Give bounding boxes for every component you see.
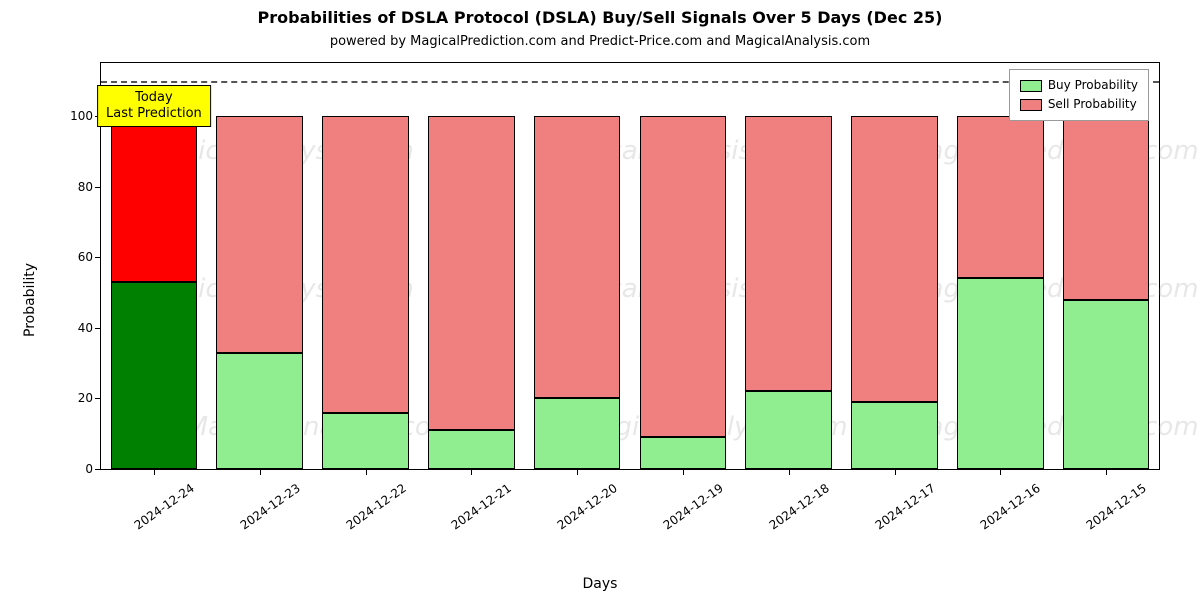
x-tick-label: 2024-12-20 — [555, 481, 620, 532]
bar-slot — [216, 63, 303, 469]
annotation-line1: Today — [106, 90, 202, 106]
y-tick-label: 80 — [78, 180, 101, 194]
x-tick-label: 2024-12-24 — [132, 481, 197, 532]
legend-label: Sell Probability — [1048, 95, 1137, 114]
sell-bar — [957, 116, 1044, 278]
buy-bar — [640, 437, 727, 469]
x-tick-label: 2024-12-19 — [661, 481, 726, 532]
buy-bar — [1063, 300, 1150, 469]
y-tick-label: 0 — [85, 462, 101, 476]
x-tick-mark — [1000, 469, 1001, 475]
x-tick-mark — [471, 469, 472, 475]
buy-bar — [111, 282, 198, 469]
x-tick-label: 2024-12-15 — [1084, 481, 1149, 532]
sell-bar — [111, 116, 198, 282]
x-axis-label: Days — [583, 576, 618, 592]
buy-bar — [957, 278, 1044, 469]
x-tick-mark — [577, 469, 578, 475]
x-tick-mark — [789, 469, 790, 475]
sell-bar — [640, 116, 727, 437]
buy-bar — [322, 413, 409, 469]
sell-bar — [322, 116, 409, 413]
chart-subtitle: powered by MagicalPrediction.com and Pre… — [0, 34, 1200, 49]
bar-slot — [322, 63, 409, 469]
sell-bar — [534, 116, 621, 398]
sell-bar — [1063, 116, 1150, 300]
y-tick-label: 40 — [78, 321, 101, 335]
annotation-line2: Last Prediction — [106, 106, 202, 122]
legend-swatch — [1020, 99, 1042, 111]
bar-slot — [957, 63, 1044, 469]
x-tick-mark — [366, 469, 367, 475]
legend: Buy ProbabilitySell Probability — [1009, 69, 1149, 121]
bar-slot — [1063, 63, 1150, 469]
bar-slot — [428, 63, 515, 469]
x-tick-label: 2024-12-23 — [237, 481, 302, 532]
legend-label: Buy Probability — [1048, 76, 1138, 95]
bar-slot — [640, 63, 727, 469]
sell-bar — [428, 116, 515, 430]
x-tick-label: 2024-12-22 — [343, 481, 408, 532]
today-annotation: TodayLast Prediction — [97, 85, 211, 128]
legend-swatch — [1020, 80, 1042, 92]
sell-bar — [851, 116, 938, 402]
y-tick-label: 20 — [78, 391, 101, 405]
y-tick-label: 60 — [78, 250, 101, 264]
bar-slot — [745, 63, 832, 469]
x-tick-label: 2024-12-17 — [872, 481, 937, 532]
watermark-text: MagicalPrediction.com — [905, 412, 1199, 442]
sell-bar — [745, 116, 832, 391]
buy-bar — [745, 391, 832, 469]
bar-slot — [534, 63, 621, 469]
x-tick-label: 2024-12-16 — [978, 481, 1043, 532]
buy-bar — [534, 398, 621, 469]
x-tick-mark — [260, 469, 261, 475]
watermark-text: MagicalPrediction.com — [905, 274, 1199, 304]
legend-item: Buy Probability — [1020, 76, 1138, 95]
x-tick-mark — [683, 469, 684, 475]
buy-bar — [428, 430, 515, 469]
sell-bar — [216, 116, 303, 353]
x-tick-mark — [1106, 469, 1107, 475]
buy-bar — [851, 402, 938, 469]
plot-area: MagicalAnalysis.comMagicalAnalysis.comMa… — [100, 62, 1160, 470]
x-tick-label: 2024-12-18 — [766, 481, 831, 532]
buy-bar — [216, 353, 303, 470]
bar-slot — [851, 63, 938, 469]
y-axis-label: Probability — [22, 263, 38, 337]
x-tick-mark — [895, 469, 896, 475]
x-tick-label: 2024-12-21 — [449, 481, 514, 532]
watermark-text: MagicalPrediction.com — [905, 136, 1199, 166]
chart-container: Probabilities of DSLA Protocol (DSLA) Bu… — [0, 0, 1200, 600]
legend-item: Sell Probability — [1020, 95, 1138, 114]
chart-title: Probabilities of DSLA Protocol (DSLA) Bu… — [0, 8, 1200, 27]
x-tick-mark — [154, 469, 155, 475]
